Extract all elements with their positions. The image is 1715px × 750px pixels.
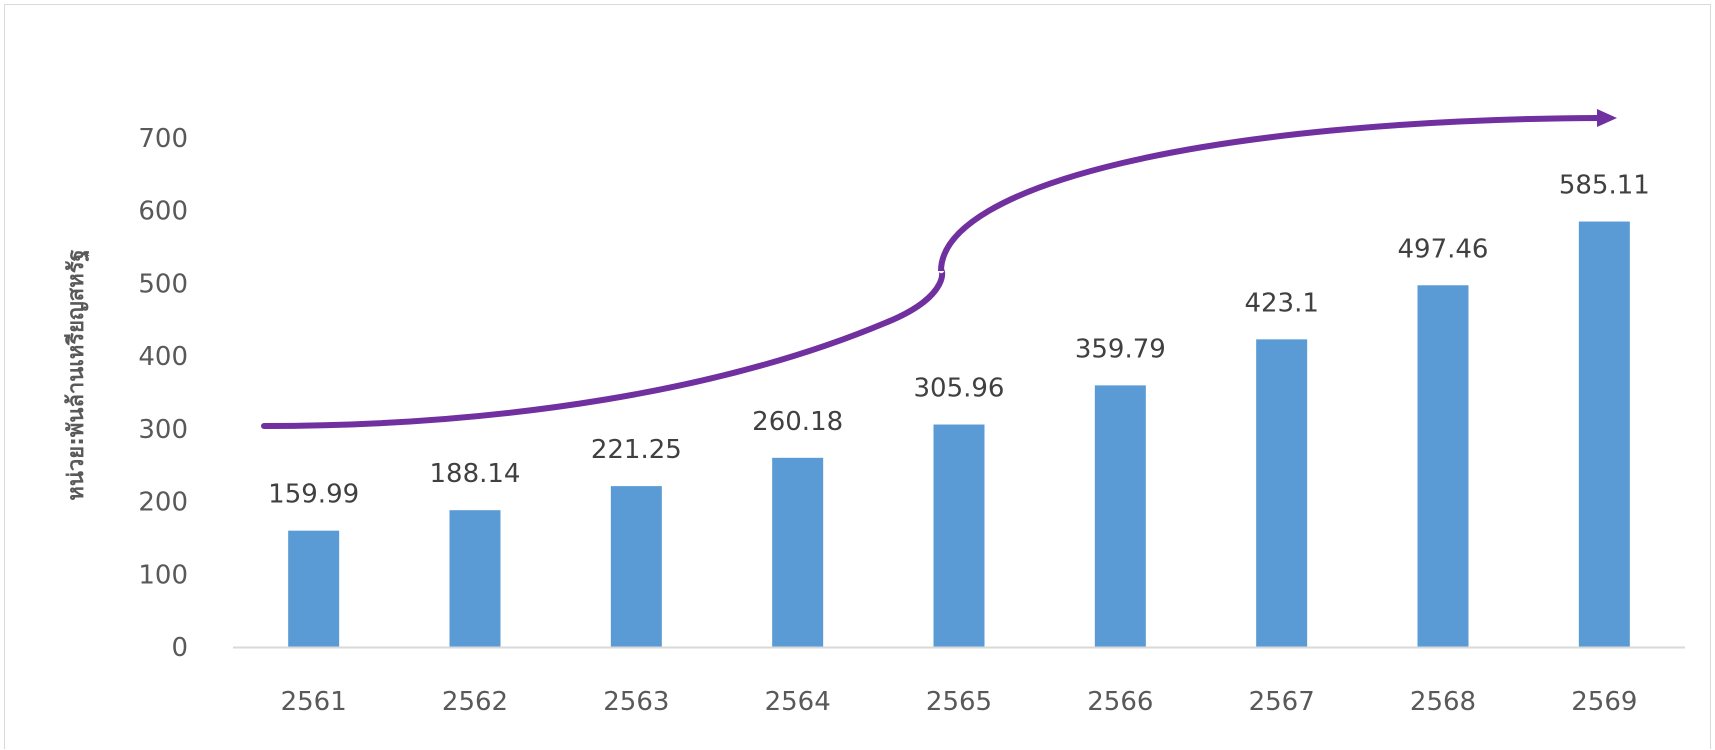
x-tick-label: 2566 — [1087, 687, 1153, 717]
arrowhead-icon — [1597, 109, 1617, 127]
bar-chart: หน่วย:พันล้านเหรียญสหรัฐ 0 100 200 300 400 50… — [64, 109, 1685, 717]
bar-value-label: 423.1 — [1244, 288, 1318, 318]
y-tick-label: 700 — [138, 124, 188, 154]
x-tick-label: 2563 — [603, 687, 669, 717]
bar — [1256, 339, 1308, 647]
bar-value-label: 188.14 — [430, 459, 521, 489]
bar — [610, 486, 662, 647]
trend-curve — [261, 115, 1603, 429]
bar-value-label: 497.46 — [1398, 234, 1489, 264]
y-axis-title: หน่วย:พันล้านเหรียญสหรัฐ — [64, 249, 90, 500]
bar-value-label: 260.18 — [752, 407, 843, 437]
bar-value-label: 585.11 — [1559, 171, 1650, 201]
y-tick-label: 0 — [171, 633, 188, 663]
y-axis-ticks: 0 100 200 300 400 500 600 700 — [138, 124, 188, 663]
bar — [288, 530, 340, 647]
bar — [449, 510, 501, 647]
x-tick-label: 2564 — [765, 687, 831, 717]
bar-value-label: 359.79 — [1075, 334, 1166, 364]
bar-value-label: 305.96 — [914, 374, 1005, 404]
x-tick-label: 2561 — [281, 687, 347, 717]
y-tick-label: 100 — [138, 560, 188, 590]
bar-value-label: 221.25 — [591, 435, 682, 465]
bar-data-labels: 159.99 188.14 221.25 260.18 305.96 359.79 423.… — [268, 171, 1650, 510]
bar — [1417, 285, 1469, 647]
bar — [1578, 221, 1630, 647]
y-tick-label: 300 — [138, 415, 188, 445]
x-tick-label: 2562 — [442, 687, 508, 717]
x-tick-label: 2569 — [1571, 687, 1637, 717]
bar — [933, 424, 985, 647]
x-tick-label: 2568 — [1410, 687, 1476, 717]
bar — [772, 457, 824, 647]
y-tick-label: 600 — [138, 197, 188, 227]
bar — [1094, 385, 1146, 647]
y-tick-label: 200 — [138, 488, 188, 518]
y-tick-label: 400 — [138, 342, 188, 372]
y-tick-label: 500 — [138, 269, 188, 299]
chart-area: หน่วย:พันล้านเหรียญสหรัฐ 0 100 200 300 400 50… — [4, 4, 1711, 749]
bar-series — [288, 221, 1630, 647]
x-tick-label: 2565 — [926, 687, 992, 717]
x-tick-label: 2567 — [1249, 687, 1315, 717]
x-axis-ticks: 2561 2562 2563 2564 2565 2566 2567 2568 2569 — [281, 687, 1638, 717]
bar-value-label: 159.99 — [268, 480, 359, 510]
trend-arrow — [261, 109, 1617, 429]
